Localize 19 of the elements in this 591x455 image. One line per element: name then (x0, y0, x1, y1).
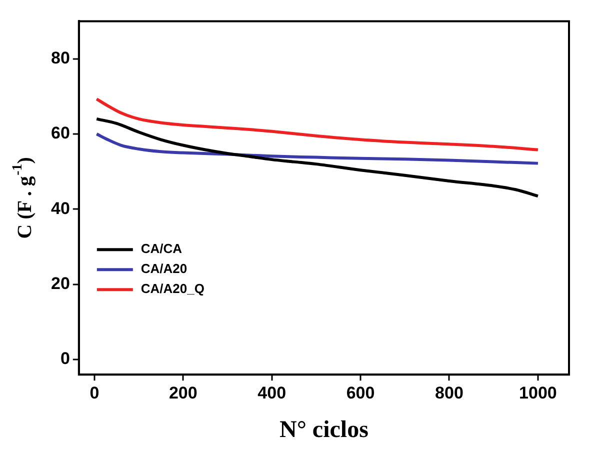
x-axis-title: N° ciclos (280, 417, 368, 444)
y-tick-label: 40 (50, 198, 70, 218)
legend-label: CA/A20_Q (140, 281, 204, 296)
legend-label: CA/CA (140, 241, 183, 256)
x-tick-label: 1000 (519, 383, 557, 402)
x-tick-label: 0 (90, 383, 100, 402)
y-tick-label: 60 (50, 124, 70, 143)
y-tick-label: 20 (50, 274, 70, 294)
x-tick-label: 600 (346, 383, 375, 402)
x-tick-label: 800 (435, 383, 464, 402)
y-axis-title: C (F . g-1) (10, 157, 36, 239)
y-tick-label: 80 (50, 48, 70, 68)
legend-label: CA/A20 (140, 261, 188, 276)
y-tick-label: 0 (60, 349, 70, 368)
line-series (95, 132, 540, 165)
line-series (95, 98, 540, 152)
line-series (95, 117, 540, 198)
x-tick-label: 400 (258, 383, 286, 402)
x-tick-label: 200 (168, 383, 198, 402)
